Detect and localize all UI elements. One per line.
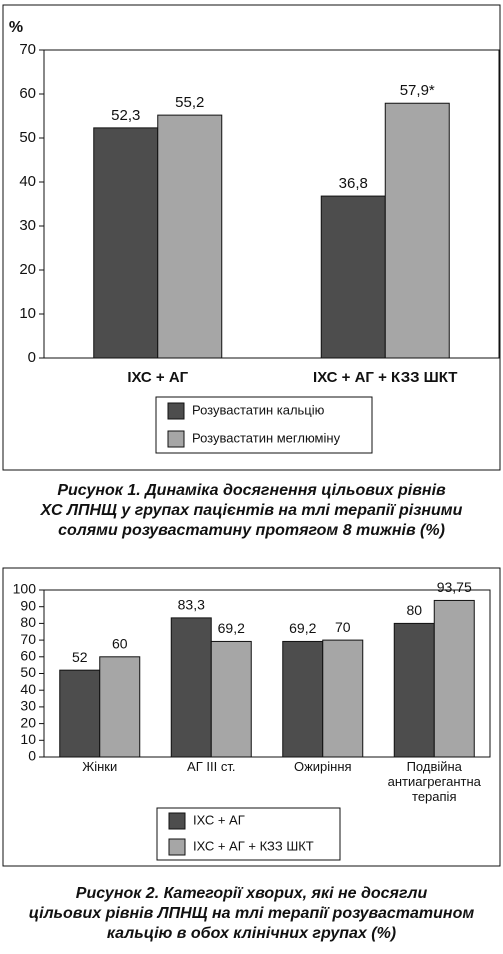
legend-swatch <box>167 402 185 420</box>
legend-swatch <box>168 812 186 830</box>
y-tick-label: 50 <box>19 129 36 146</box>
value-label: 57,9* <box>400 82 435 99</box>
legend-label: Розувастатин меглюміну <box>192 430 341 445</box>
legend-label: ІХС + АГ + КЗЗ ШКТ <box>193 838 314 853</box>
bar <box>320 195 386 359</box>
caption-line: цільових рівнів ЛПНЩ на тлі терапії розу… <box>28 905 475 922</box>
y-tick-label: 20 <box>19 261 36 278</box>
bar <box>433 599 475 758</box>
value-label: 52,3 <box>111 107 140 124</box>
value-label: 36,8 <box>339 175 368 192</box>
caption-line: ХС ЛПНЩ у групах пацієнтів на тлі терапі… <box>40 502 463 519</box>
caption-line: солями розувастатину протягом 8 тижнів (… <box>58 522 445 539</box>
value-label: 69,2 <box>289 620 316 636</box>
legend-swatch <box>168 838 186 856</box>
bar <box>99 656 141 758</box>
x-tick-label: АГ ІІІ ст. <box>187 759 236 774</box>
x-tick-label: ІХС + АГ + КЗЗ ШКТ <box>313 370 458 386</box>
bar <box>282 640 324 758</box>
legend-box <box>155 396 373 454</box>
y-tick-label: 10 <box>20 731 36 747</box>
legend-label: ІХС + АГ <box>193 812 245 827</box>
y-tick-label: 40 <box>19 173 36 190</box>
y-tick-label: 90 <box>20 597 36 613</box>
bar <box>170 617 212 758</box>
y-tick-label: 70 <box>19 41 36 58</box>
y-tick-label: 30 <box>19 217 36 234</box>
y-tick-label: 20 <box>20 714 36 730</box>
category-label-box: Подвійна антиагрегантна терапія <box>387 759 481 804</box>
x-tick-label: ІХС + АГ <box>127 370 189 386</box>
y-tick-label: 70 <box>20 631 36 647</box>
legend-box <box>156 807 341 861</box>
value-label: 60 <box>112 636 128 652</box>
y-tick-label: 10 <box>19 305 36 322</box>
y-axis-label: % <box>9 19 23 36</box>
category-label-box: АГ ІІІ ст. <box>187 759 236 774</box>
bar <box>322 639 364 758</box>
category-label-box: Ожиріння <box>293 759 352 774</box>
caption-line: Рисунок 2. Категорії хворих, які не дося… <box>75 885 428 902</box>
value-label: 52 <box>72 649 88 665</box>
legend-swatch <box>167 430 185 448</box>
category-label-box: Жінки <box>82 759 118 774</box>
bar <box>59 669 101 758</box>
category-label-box: ІХС + АГ + КЗЗ ШКТ <box>313 370 458 386</box>
value-label: 93,75 <box>437 579 472 595</box>
caption-line: кальцію в обох клінічних групах (%) <box>106 925 397 942</box>
chart-frame <box>2 567 501 867</box>
y-tick-label: 80 <box>20 614 36 630</box>
y-tick-label: 0 <box>28 349 36 366</box>
value-label: 69,2 <box>218 620 245 636</box>
y-tick-label: 60 <box>20 648 36 664</box>
y-tick-label: 40 <box>20 681 36 697</box>
value-label: 80 <box>406 602 422 618</box>
x-tick-label: Подвійна антиагрегантна терапія <box>387 759 481 804</box>
y-tick-label: 50 <box>20 664 36 680</box>
chart-frame <box>2 4 501 471</box>
x-tick-label: Ожиріння <box>293 759 352 774</box>
value-label: 55,2 <box>175 94 204 111</box>
legend-label: Розувастатин кальцію <box>192 402 325 417</box>
bar <box>93 127 159 359</box>
category-label-box: ІХС + АГ <box>127 370 189 386</box>
caption-line: Рисунок 1. Динаміка досягнення цільових … <box>57 482 446 499</box>
value-label: 70 <box>335 619 351 635</box>
value-label: 83,3 <box>178 597 205 613</box>
y-tick-label: 60 <box>19 85 36 102</box>
x-tick-label: Жінки <box>82 759 118 774</box>
plot-frame <box>43 49 500 359</box>
y-tick-label: 0 <box>28 748 36 764</box>
y-tick-label: 100 <box>13 581 37 597</box>
bar <box>393 622 435 758</box>
bar <box>384 102 450 359</box>
bar <box>157 114 223 359</box>
y-tick-label: 30 <box>20 698 36 714</box>
bar <box>210 640 252 758</box>
